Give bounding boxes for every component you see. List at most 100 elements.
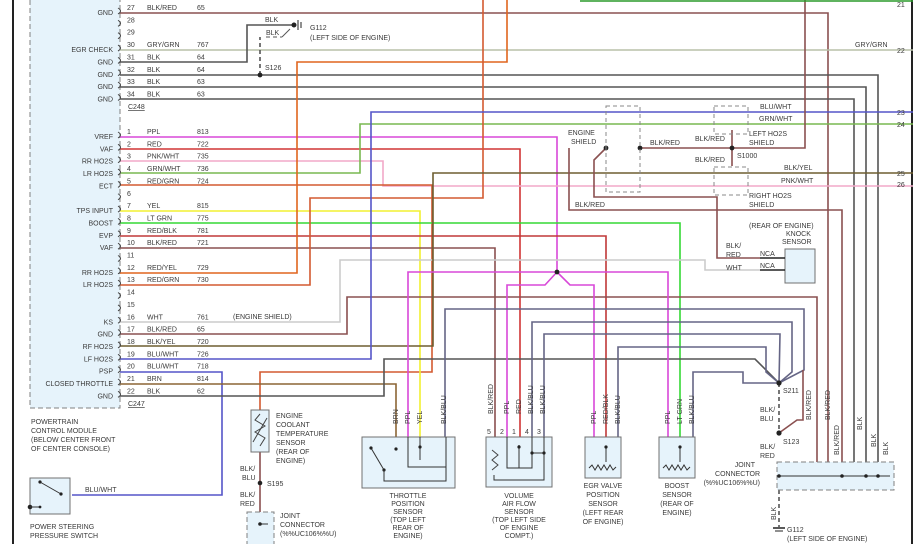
wire-color-label: BLK/RED — [147, 5, 177, 12]
svg-text:BLK/RED: BLK/RED — [575, 202, 605, 209]
wire-pin-17 — [120, 296, 818, 462]
pin-number: 19 — [127, 351, 135, 358]
right-pin-labels: 21 22 GRY/GRN 23 BLU/WHT 24 GRN/WHT 25 B… — [759, 2, 905, 189]
pin-function-label: VAF — [100, 146, 113, 153]
svg-text:SENSOR: SENSOR — [393, 509, 423, 516]
svg-text:OF CENTER CONSOLE): OF CENTER CONSOLE) — [31, 446, 110, 453]
wire-pin-16 — [120, 259, 760, 323]
engine-shield-outline — [605, 105, 641, 193]
wire-color-label: BLU/WHT — [147, 364, 179, 371]
svg-text:BLK/YEL: BLK/YEL — [784, 165, 813, 172]
circuit-number: 722 — [197, 141, 209, 148]
wire-color-label: BLK — [147, 388, 161, 395]
wire-blk-blu — [531, 321, 793, 437]
svg-text:AIR FLOW: AIR FLOW — [502, 501, 536, 508]
splices-s211-s123: S211 BLK/ BLU S123 BLK/ RED — [760, 380, 799, 460]
svg-text:BLK/BLU: BLK/BLU — [615, 395, 622, 424]
pin-function-label: PSP — [99, 369, 113, 376]
boost-sensor: BOOST SENSOR (REAR OF ENGINE) PPL LT GRN… — [658, 395, 696, 517]
svg-text:JOINT: JOINT — [280, 513, 301, 520]
svg-text:BLK/: BLK/ — [240, 466, 255, 473]
wire-color-label: RED/GRN — [147, 178, 179, 185]
pin-number: 27 — [127, 5, 135, 12]
svg-text:CONNECTOR: CONNECTOR — [715, 471, 760, 478]
circuit-number: 720 — [197, 339, 209, 346]
wire-blk-blu — [617, 346, 780, 437]
svg-text:(REAR OF ENGINE): (REAR OF ENGINE) — [749, 223, 814, 230]
pin-number: 20 — [127, 364, 135, 371]
svg-text:PPL: PPL — [591, 411, 598, 424]
pin-number: 32 — [127, 67, 135, 74]
svg-text:WHT: WHT — [726, 265, 743, 272]
joint-connector-left: JOINT CONNECTOR (%%UC106%%U) — [246, 511, 336, 544]
pin-function-label: TPS INPUT — [76, 208, 113, 215]
c248-label: C248 — [128, 104, 145, 111]
wire-color-label: BLK — [147, 91, 161, 98]
pin-terminal-icon — [117, 218, 121, 225]
pin-function-label: KS — [104, 319, 114, 326]
pin-function-label: GND — [97, 393, 113, 400]
wire-pin-33 — [120, 86, 867, 462]
svg-text:SENSOR: SENSOR — [504, 509, 534, 516]
left-ho2s-shield-outline — [713, 105, 749, 135]
wire-pin-18 — [120, 172, 913, 347]
wire-pin-9 — [120, 235, 607, 437]
pin-number: 22 — [127, 388, 135, 395]
pin-number: 28 — [127, 17, 135, 24]
wire-blk-red — [593, 147, 760, 259]
pin-function-label: CLOSED THROTTLE — [45, 381, 113, 388]
svg-text:BLK/BLU: BLK/BLU — [540, 385, 547, 414]
svg-text:LEFT HO2S: LEFT HO2S — [749, 131, 787, 138]
thermistor-icon — [254, 413, 266, 447]
wire-ppl — [407, 271, 557, 437]
wire-color-label: BRN — [147, 376, 162, 383]
wire-pin-31 — [120, 24, 292, 63]
pin-terminal-icon — [117, 156, 121, 164]
wire-color-label: LT GRN — [147, 215, 172, 222]
svg-text:S126: S126 — [265, 65, 281, 72]
pin-terminal-icon — [117, 56, 121, 64]
pin-terminal-icon — [117, 304, 121, 312]
wire-pin-21 — [120, 383, 397, 437]
svg-text:(REAR OF: (REAR OF — [276, 449, 309, 456]
wire-blk-blu — [692, 371, 779, 437]
pin-terminal-icon — [117, 7, 121, 15]
knock-sensor: (REAR OF ENGINE) KNOCK SENSOR BLK/ RED W… — [726, 223, 816, 284]
svg-text:ENGINE): ENGINE) — [662, 510, 691, 517]
svg-text:PRESSURE SWITCH: PRESSURE SWITCH — [30, 533, 98, 540]
pin-number: 3 — [127, 154, 131, 161]
pin-terminal-icon — [117, 242, 121, 250]
circuit-number: 718 — [197, 364, 209, 371]
svg-text:ENGINE): ENGINE) — [276, 458, 305, 465]
splice-dot — [637, 145, 643, 151]
pin-terminal-icon — [117, 44, 121, 52]
right-ho2s-shield-outline — [713, 166, 749, 196]
pin-function-label: VREF — [94, 134, 113, 141]
svg-text:BLK/BLU: BLK/BLU — [441, 395, 448, 424]
svg-text:PPL: PPL — [665, 411, 672, 424]
svg-text:RED: RED — [240, 501, 255, 508]
pin-terminal-icon — [117, 353, 121, 361]
svg-text:REAR OF: REAR OF — [392, 525, 423, 532]
pin-number: 33 — [127, 79, 135, 86]
circuit-number: 64 — [197, 67, 205, 74]
circuit-number: 814 — [197, 376, 209, 383]
wire-pin-27 — [120, 12, 829, 462]
svg-text:S195: S195 — [267, 481, 283, 488]
circuit-number: 729 — [197, 265, 209, 272]
joint-connector-right: JOINT CONNECTOR (%%UC106%%U) BLK/RED BLK… — [704, 390, 895, 543]
splice-dot — [257, 72, 263, 78]
svg-text:POWERTRAIN: POWERTRAIN — [31, 419, 78, 426]
wire-blk-red — [640, 0, 806, 149]
ground-icon — [291, 22, 297, 28]
svg-text:OF ENGINE): OF ENGINE) — [583, 519, 624, 526]
svg-text:25: 25 — [897, 171, 905, 178]
pin-function-label: EVP — [99, 233, 113, 240]
svg-text:BLK/RED: BLK/RED — [825, 390, 832, 420]
pin-number: 9 — [127, 228, 131, 235]
svg-text:(LEFT SIDE OF ENGINE): (LEFT SIDE OF ENGINE) — [787, 536, 867, 543]
circuit-number: 775 — [197, 215, 209, 222]
svg-text:RED/BLK: RED/BLK — [603, 394, 610, 424]
pin-function-label: GND — [97, 72, 113, 79]
svg-text:S211: S211 — [783, 388, 799, 395]
